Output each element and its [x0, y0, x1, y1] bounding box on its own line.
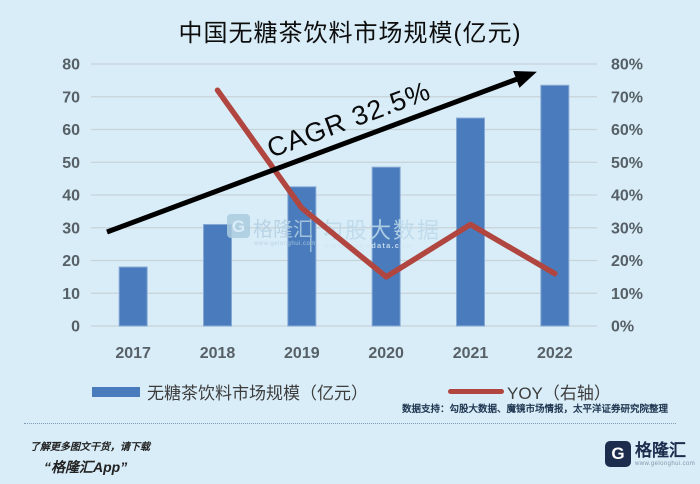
promo-line2: “格隆汇App” — [44, 459, 128, 475]
svg-text:G: G — [232, 217, 245, 236]
left-axis-tick: 70 — [62, 89, 80, 106]
svg-text:www.gogudata.com: www.gogudata.com — [323, 241, 414, 250]
left-axis-tick: 80 — [62, 57, 80, 74]
left-axis-tick: 10 — [62, 286, 80, 303]
x-axis-label: 2018 — [200, 345, 236, 362]
trend-arrow — [106, 70, 537, 235]
chart-title: 中国无糖茶饮料市场规模(亿元) — [178, 20, 522, 47]
right-axis-tick: 20% — [611, 253, 643, 270]
bar-2020 — [371, 166, 401, 327]
promo-line1: 了解更多图文干货，请下载 — [30, 442, 150, 453]
right-axis-tick: 10% — [611, 286, 643, 303]
left-axis-tick: 0 — [71, 319, 80, 336]
right-axis-tick: 50% — [611, 155, 643, 172]
x-axis-label: 2021 — [453, 345, 489, 362]
right-axis-tick: 0% — [611, 319, 634, 336]
left-axis-tick: 40 — [62, 188, 80, 205]
source-note: 数据支持：勾股大数据、魔镜市场情报，太平洋证券研究院整理 — [401, 404, 668, 415]
right-axis-tick: 30% — [611, 220, 643, 237]
bar-2022 — [540, 84, 570, 327]
brand-logo: G 格隆汇 www.gelonghui.com — [605, 441, 695, 467]
svg-text:www.gelonghui.com: www.gelonghui.com — [253, 241, 316, 247]
right-axis-tick: 60% — [611, 122, 643, 139]
dotted-separator — [24, 423, 676, 424]
legend-line-swatch — [448, 389, 504, 394]
left-axis-tick: 30 — [62, 220, 80, 237]
svg-text:格隆汇: 格隆汇 — [253, 218, 313, 241]
footer-promo: 了解更多图文干货，请下载 “格隆汇App” — [30, 438, 150, 477]
watermark: G 格隆汇 www.gelonghui.com 勾股大数据 www.goguda… — [227, 210, 439, 252]
brand-logo-name: 格隆汇 — [635, 441, 686, 460]
left-axis-tick: 20 — [62, 253, 80, 270]
legend-line-label: YOY（右轴） — [507, 384, 611, 403]
chart-legend: 无糖茶饮料市场规模（亿元） YOY（右轴） — [0, 378, 700, 404]
x-axis-label: 2020 — [368, 345, 404, 362]
bar-2021 — [456, 117, 485, 327]
legend-bar-swatch — [92, 387, 140, 397]
left-axis-tick: 50 — [62, 155, 80, 172]
x-axis-label: 2019 — [284, 345, 320, 362]
chart-canvas: 0 0% 10 10% 20 20% 30 30% 40 40% 50 50% 60 60% 70 70% 80… — [62, 57, 643, 363]
bar-2017 — [118, 266, 148, 327]
legend-bar-label: 无糖茶饮料市场规模（亿元） — [147, 384, 368, 403]
right-axis-tick: 70% — [611, 89, 643, 106]
right-axis-tick: 80% — [611, 57, 643, 74]
bar-2018 — [203, 223, 232, 327]
x-axis-label: 2017 — [115, 345, 151, 362]
gelonghui-logo-icon: G — [605, 441, 631, 467]
brand-logo-url: www.gelonghui.com — [635, 460, 696, 467]
x-axis-label: 2022 — [537, 345, 573, 362]
left-axis-tick: 60 — [62, 122, 80, 139]
right-axis-tick: 40% — [611, 188, 643, 205]
